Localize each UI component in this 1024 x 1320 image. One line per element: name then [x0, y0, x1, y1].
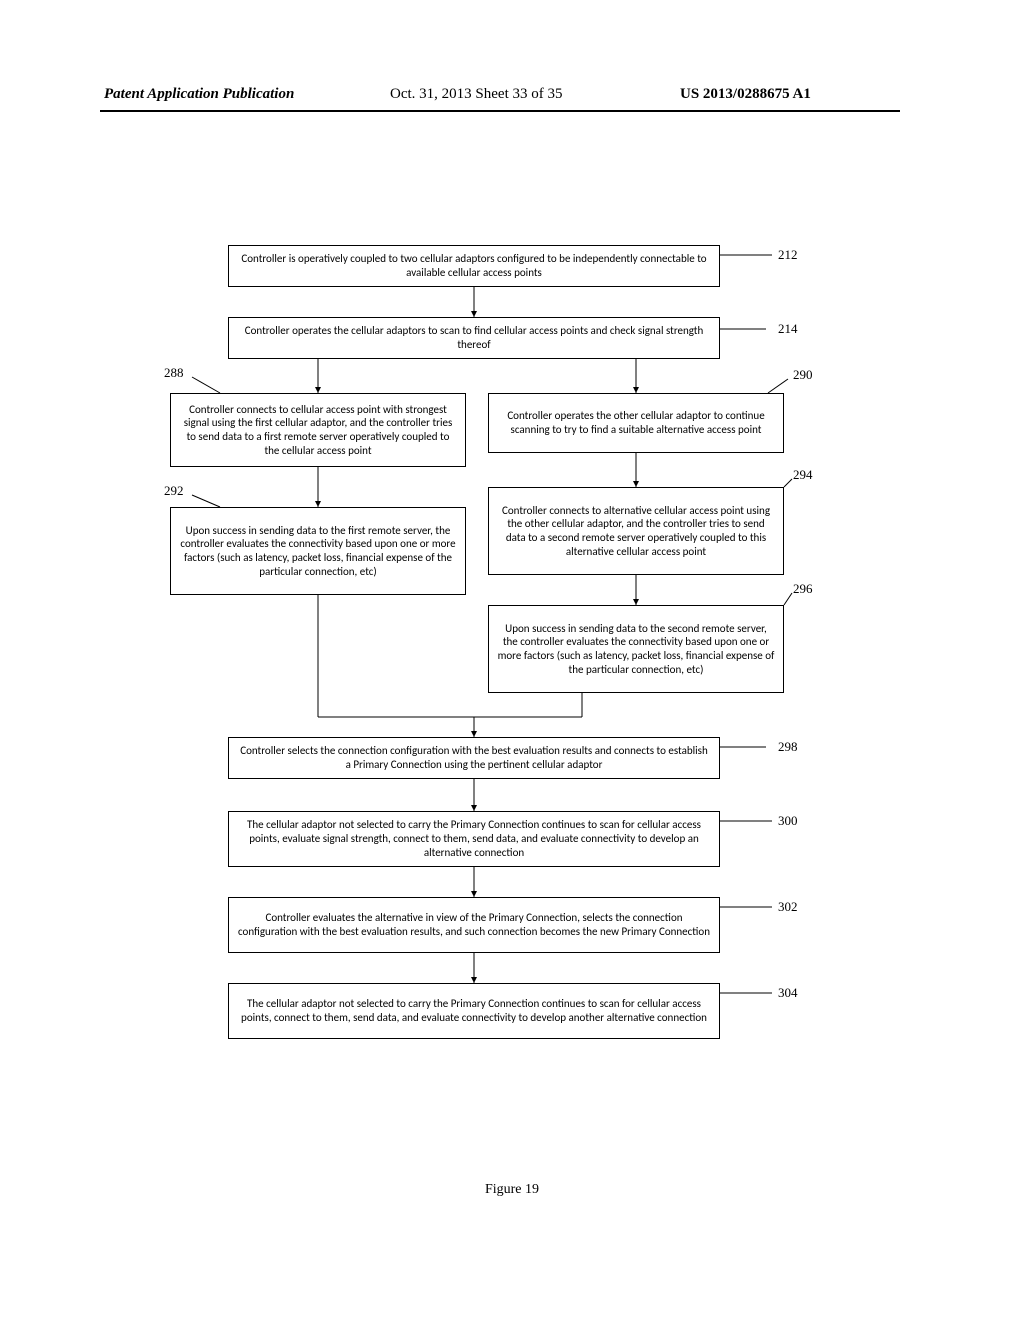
header-date-sheet: Oct. 31, 2013 Sheet 33 of 35 [390, 86, 562, 103]
header-rule [100, 110, 900, 112]
flow-box-b304: The cellular adaptor not selected to car… [228, 983, 720, 1039]
ref-label-288: 288 [164, 365, 184, 381]
ref-label-298: 298 [778, 739, 798, 755]
ref-label-292: 292 [164, 483, 184, 499]
flow-box-b300: The cellular adaptor not selected to car… [228, 811, 720, 867]
figure-caption: Figure 19 [0, 1182, 1024, 1198]
flow-box-b212: Controller is operatively coupled to two… [228, 245, 720, 287]
ref-label-304: 304 [778, 985, 798, 1001]
header-pub-number: US 2013/0288675 A1 [680, 86, 811, 103]
flowchart-container: Controller is operatively coupled to two… [170, 245, 810, 1075]
header-title-left: Patent Application Publication [104, 86, 294, 103]
flow-box-b290: Controller operates the other cellular a… [488, 393, 784, 453]
ref-label-302: 302 [778, 899, 798, 915]
ref-label-290: 290 [793, 367, 813, 383]
flow-box-b296: Upon success in sending data to the seco… [488, 605, 784, 693]
flow-box-b214: Controller operates the cellular adaptor… [228, 317, 720, 359]
ref-label-212: 212 [778, 247, 798, 263]
flow-box-b294: Controller connects to alternative cellu… [488, 487, 784, 575]
flow-box-b292: Upon success in sending data to the firs… [170, 507, 466, 595]
ref-label-300: 300 [778, 813, 798, 829]
ref-label-214: 214 [778, 321, 798, 337]
ref-label-296: 296 [793, 581, 813, 597]
flow-box-b288: Controller connects to cellular access p… [170, 393, 466, 467]
flow-box-b298: Controller selects the connection config… [228, 737, 720, 779]
ref-label-294: 294 [793, 467, 813, 483]
page-header: Patent Application Publication Oct. 31, … [0, 86, 1024, 108]
flow-box-b302: Controller evaluates the alternative in … [228, 897, 720, 953]
